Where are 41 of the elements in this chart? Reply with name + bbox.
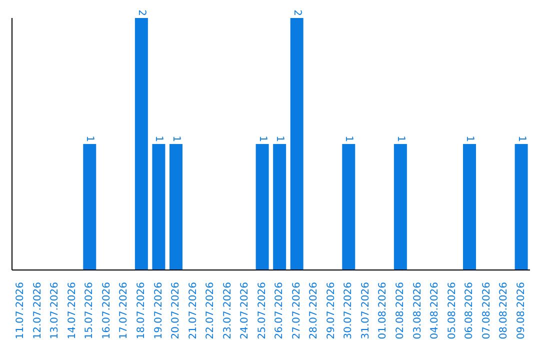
x-tick-label: 30.07.2026 (343, 282, 354, 340)
data-label: 1 (84, 136, 96, 142)
x-tick-label: 15.07.2026 (84, 282, 96, 340)
x-tick-label: 14.07.2026 (66, 282, 78, 340)
x-tick-label: 25.07.2026 (256, 282, 268, 340)
data-label: 1 (464, 136, 476, 142)
x-tick-label: 26.07.2026 (274, 282, 286, 340)
x-tick-label: 09.08.2026 (516, 282, 527, 340)
x-tick-label: 23.07.2026 (222, 282, 234, 340)
data-label: 1 (394, 136, 406, 142)
x-tick-label: 08.08.2026 (498, 282, 510, 340)
x-tick-label: 07.08.2026 (481, 282, 492, 340)
data-label: 1 (170, 136, 182, 142)
x-tick-label: 29.07.2026 (326, 282, 337, 340)
x-tick-label: 19.07.2026 (153, 282, 164, 340)
x-tick-label: 17.07.2026 (118, 282, 130, 340)
x-tick-label: 24.07.2026 (240, 282, 251, 340)
x-tick-label: 02.08.2026 (395, 282, 406, 340)
data-label: 1 (516, 136, 527, 142)
x-tick-label: 21.07.2026 (188, 282, 199, 340)
x-tick-label: 20.07.2026 (170, 282, 182, 340)
data-label: 1 (274, 136, 286, 142)
x-tick-label: 16.07.2026 (101, 282, 112, 340)
x-tick-label: 31.07.2026 (360, 282, 372, 340)
x-tick-label: 18.07.2026 (136, 282, 147, 340)
data-label: 1 (153, 136, 164, 142)
x-tick-label: 28.07.2026 (308, 282, 320, 340)
x-tick-label: 03.08.2026 (412, 282, 424, 340)
x-tick-label: 04.08.2026 (430, 282, 441, 340)
x-tick-label: 13.07.2026 (50, 282, 61, 340)
x-tick-label: 12.07.2026 (32, 282, 44, 340)
x-tick-label: 01.08.2026 (378, 282, 389, 340)
data-label: 2 (136, 10, 147, 16)
x-tick-label: 05.08.2026 (446, 282, 458, 340)
x-tick-label: 22.07.2026 (205, 282, 216, 340)
x-tick-label: 06.08.2026 (464, 282, 476, 340)
x-tick-label: 11.07.2026 (15, 282, 26, 340)
x-tick-label: 27.07.2026 (291, 282, 302, 340)
data-label: 1 (343, 136, 354, 142)
data-label: 1 (256, 136, 268, 142)
data-label: 2 (291, 10, 302, 16)
